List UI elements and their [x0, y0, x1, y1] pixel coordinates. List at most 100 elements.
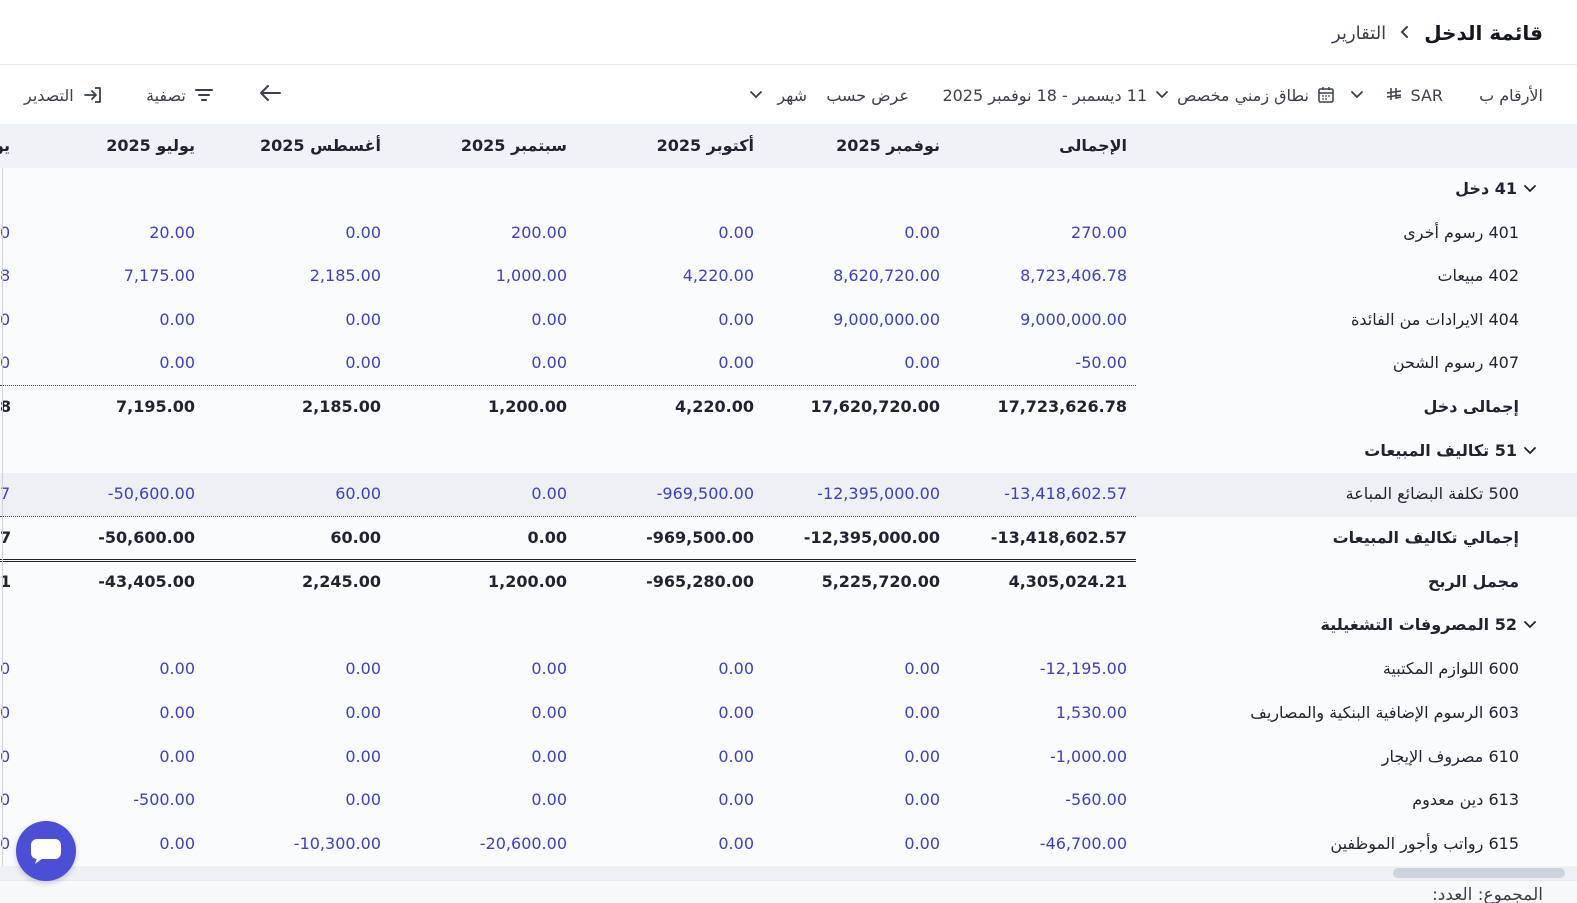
group-row[interactable]: 41 دخل: [0, 168, 1577, 212]
value-cell[interactable]: 0.00: [718, 790, 754, 809]
value-cell[interactable]: -50.00: [1075, 353, 1127, 372]
value-cell[interactable]: 60.00: [335, 484, 381, 503]
value-cell[interactable]: 0.00: [904, 353, 940, 372]
value-cell[interactable]: 0.00: [531, 310, 567, 329]
value-cell[interactable]: 200.00: [511, 223, 567, 242]
group-row[interactable]: 51 تكاليف المبيعات: [0, 430, 1577, 474]
table-row[interactable]: 401 رسوم أخرى 270.00 0.00 0.00 200.00 0.00 20.…: [0, 212, 1577, 256]
value-cell[interactable]: 9,000,000.00: [833, 310, 940, 329]
group-row[interactable]: 52 المصروفات التشغيلية: [0, 604, 1577, 648]
value-cell[interactable]: 0.00: [159, 353, 195, 372]
value-cell[interactable]: 0.00: [345, 223, 381, 242]
partial-value-cell: 1: [0, 572, 10, 591]
chevron-down-icon[interactable]: [1523, 184, 1537, 194]
value-cell[interactable]: -12,395,000.00: [817, 484, 940, 503]
value-cell[interactable]: 0.00: [718, 223, 754, 242]
value-cell[interactable]: 0.00: [718, 310, 754, 329]
value-cell[interactable]: -1,000.00: [1049, 747, 1127, 766]
table-row[interactable]: 610 مصروف الإيجار -1,000.00 0.00 0.00 0.00 0.…: [0, 736, 1577, 780]
value-cell[interactable]: 0.00: [345, 659, 381, 678]
value-cell[interactable]: 270.00: [1071, 223, 1127, 242]
table-footer: المجموع: العدد:: [0, 880, 1577, 903]
table-row[interactable]: 615 رواتب وأجور الموظفين -46,700.00 0.00 0.…: [0, 823, 1577, 866]
value-cell[interactable]: 0.00: [718, 747, 754, 766]
value-cell[interactable]: 0.00: [904, 659, 940, 678]
filter-button[interactable]: تصفية: [146, 82, 214, 108]
value-cell[interactable]: -13,418,602.57: [1004, 484, 1127, 503]
value-cell[interactable]: 0.00: [159, 747, 195, 766]
value-cell[interactable]: 0.00: [531, 703, 567, 722]
value-cell[interactable]: 2,185.00: [309, 266, 381, 285]
value-cell[interactable]: 0.00: [531, 659, 567, 678]
table-row[interactable]: 613 دين معدوم -560.00 0.00 0.00 0.00 0.00 -500…: [0, 779, 1577, 823]
value-cell[interactable]: -46,700.00: [1039, 834, 1127, 853]
value-cell[interactable]: 0.00: [718, 834, 754, 853]
date-range-select[interactable]: نطاق زمني مخصص 11 ديسمبر - 18 نوفمبر 202…: [942, 82, 1335, 108]
value-cell[interactable]: 0.00: [904, 703, 940, 722]
value-cell[interactable]: -20,600.00: [479, 834, 567, 853]
breadcrumb-reports-link[interactable]: التقارير: [1332, 22, 1387, 44]
value-cell[interactable]: 0.00: [345, 310, 381, 329]
row-label: 615 رواتب وأجور الموظفين: [1330, 834, 1519, 853]
value-cell[interactable]: 8,620,720.00: [833, 266, 940, 285]
table-row[interactable]: 600 اللوازم المكتبية -12,195.00 0.00 0.00 0.…: [0, 648, 1577, 692]
value-cell[interactable]: 0.00: [159, 310, 195, 329]
value-cell[interactable]: 0.00: [904, 223, 940, 242]
report-toolbar: الأرقام ب SAR نطاق زمني مخصص 11 ديسمبر -…: [0, 66, 1577, 124]
column-header-total: الإجمالى: [1059, 136, 1127, 155]
group-title: 41 دخل: [1455, 179, 1517, 198]
value-cell[interactable]: 9,000,000.00: [1020, 310, 1127, 329]
chevron-down-icon[interactable]: [1523, 446, 1537, 456]
value-cell[interactable]: 1,530.00: [1055, 703, 1127, 722]
table-row[interactable]: 402 مبيعات 8,723,406.78 8,620,720.00 4,220.…: [0, 255, 1577, 299]
value-cell[interactable]: 0.00: [904, 790, 940, 809]
chat-button[interactable]: [16, 821, 76, 881]
value-cell[interactable]: 4,220.00: [682, 266, 754, 285]
horizontal-scrollbar[interactable]: [0, 866, 1577, 880]
value-cell[interactable]: 0.00: [718, 353, 754, 372]
group-title: 52 المصروفات التشغيلية: [1320, 615, 1517, 634]
value-cell[interactable]: 0.00: [531, 353, 567, 372]
value-cell[interactable]: -12,195.00: [1039, 659, 1127, 678]
table-row[interactable]: 404 الايرادات من الفائدة 9,000,000.00 9,00…: [0, 299, 1577, 343]
value-cell[interactable]: -500.00: [133, 790, 195, 809]
value-cell[interactable]: 0.00: [904, 834, 940, 853]
column-header-sep-2025: سبتمبر 2025: [460, 136, 567, 155]
footer-summary: المجموع: العدد:: [1432, 885, 1543, 903]
value-cell[interactable]: 0.00: [345, 747, 381, 766]
value-cell[interactable]: -969,500.00: [656, 484, 754, 503]
back-button[interactable]: [258, 80, 282, 106]
column-header-partial: يو: [0, 136, 10, 155]
value-cell[interactable]: -10,300.00: [293, 834, 381, 853]
value-cell[interactable]: 0.00: [159, 834, 195, 853]
value-cell[interactable]: 1,000.00: [495, 266, 567, 285]
value-cell[interactable]: 0.00: [345, 353, 381, 372]
table-row[interactable]: 407 رسوم الشحن -50.00 0.00 0.00 0.00 0.00 0.00…: [0, 342, 1577, 386]
table-row[interactable]: 500 تكلفة البضائع المباعة -13,418,602.57 -…: [0, 473, 1577, 517]
value-cell[interactable]: 0.00: [345, 703, 381, 722]
value-cell[interactable]: 8,723,406.78: [1020, 266, 1127, 285]
value-cell[interactable]: 0.00: [531, 790, 567, 809]
value-cell[interactable]: 0.00: [718, 703, 754, 722]
value-cell[interactable]: 7,175.00: [123, 266, 195, 285]
view-by-select[interactable]: شهر: [749, 82, 807, 108]
value-cell[interactable]: -50,600.00: [107, 484, 195, 503]
value-cell[interactable]: 0.00: [159, 703, 195, 722]
value-cell[interactable]: 0.00: [531, 747, 567, 766]
currency-select[interactable]: SAR: [1350, 82, 1443, 108]
value-cell[interactable]: -560.00: [1065, 790, 1127, 809]
value-cell[interactable]: 20.00: [149, 223, 195, 242]
value-cell[interactable]: 0.00: [531, 484, 567, 503]
riyal-icon: [1386, 87, 1402, 103]
export-button[interactable]: التصدير: [24, 82, 104, 108]
partial-value-cell: 0: [0, 790, 10, 809]
table-row[interactable]: 603 الرسوم الإضافية البنكية والمصاريف 1,5…: [0, 692, 1577, 736]
value-cell[interactable]: 0.00: [904, 747, 940, 766]
partial-value-cell: 0: [0, 703, 10, 722]
column-header-oct-2025: أكتوبر 2025: [656, 136, 754, 155]
value-cell[interactable]: 0.00: [345, 790, 381, 809]
chevron-down-icon[interactable]: [1523, 620, 1537, 630]
scrollbar-thumb[interactable]: [1393, 868, 1565, 878]
value-cell[interactable]: 0.00: [159, 659, 195, 678]
value-cell[interactable]: 0.00: [718, 659, 754, 678]
